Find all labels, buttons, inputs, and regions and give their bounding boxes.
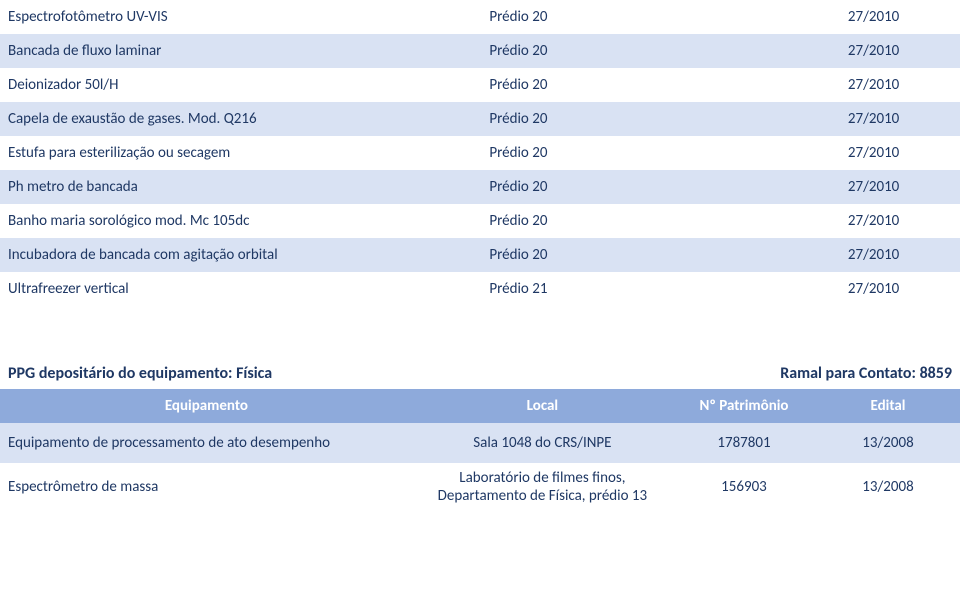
cell-loc: Prédio 20 <box>413 34 624 68</box>
cell-name: Bancada de fluxo laminar <box>0 34 413 68</box>
cell-edital: 27/2010 <box>787 136 960 170</box>
cell-pat <box>624 68 787 102</box>
equipment-table-1: Espectrofotômetro UV-VIS Prédio 20 27/20… <box>0 0 960 306</box>
cell-pat: 156903 <box>672 463 816 511</box>
table-row: Equipamento de processamento de ato dese… <box>0 423 960 463</box>
cell-pat <box>624 170 787 204</box>
cell-edital: 27/2010 <box>787 170 960 204</box>
cell-edital: 27/2010 <box>787 272 960 306</box>
cell-name: Incubadora de bancada com agitação orbit… <box>0 238 413 272</box>
cell-edital: 27/2010 <box>787 68 960 102</box>
cell-name: Estufa para esterilização ou secagem <box>0 136 413 170</box>
table-row: Banho maria sorológico mod. Mc 105dc Pré… <box>0 204 960 238</box>
cell-pat <box>624 0 787 34</box>
section-title-right: Ramal para Contato: 8859 <box>780 364 952 383</box>
cell-loc: Prédio 20 <box>413 238 624 272</box>
cell-loc: Prédio 20 <box>413 68 624 102</box>
table-row: Incubadora de bancada com agitação orbit… <box>0 238 960 272</box>
cell-pat <box>624 238 787 272</box>
cell-edital: 27/2010 <box>787 204 960 238</box>
table-row: Ph metro de bancada Prédio 20 27/2010 <box>0 170 960 204</box>
cell-edital: 27/2010 <box>787 0 960 34</box>
col-header-edital: Edital <box>816 389 960 423</box>
cell-edital: 27/2010 <box>787 102 960 136</box>
cell-name: Espectrofotômetro UV-VIS <box>0 0 413 34</box>
cell-name: Equipamento de processamento de ato dese… <box>0 423 413 463</box>
section-header: PPG depositário do equipamento: Física R… <box>0 356 960 389</box>
cell-name: Banho maria sorológico mod. Mc 105dc <box>0 204 413 238</box>
cell-loc: Laboratório de filmes finos, Departament… <box>413 463 672 511</box>
cell-loc: Prédio 20 <box>413 0 624 34</box>
cell-name: Deionizador 50l/H <box>0 68 413 102</box>
cell-name: Espectrômetro de massa <box>0 463 413 511</box>
cell-name: Capela de exaustão de gases. Mod. Q216 <box>0 102 413 136</box>
cell-name: Ph metro de bancada <box>0 170 413 204</box>
col-header-local: Local <box>413 389 672 423</box>
section-fisica: PPG depositário do equipamento: Física R… <box>0 356 960 511</box>
table-row: Bancada de fluxo laminar Prédio 20 27/20… <box>0 34 960 68</box>
cell-pat <box>624 34 787 68</box>
cell-edital: 13/2008 <box>816 423 960 463</box>
cell-name: Ultrafreezer vertical <box>0 272 413 306</box>
table-row: Ultrafreezer vertical Prédio 21 27/2010 <box>0 272 960 306</box>
table-row: Espectrofotômetro UV-VIS Prédio 20 27/20… <box>0 0 960 34</box>
table-row: Espectrômetro de massa Laboratório de fi… <box>0 463 960 511</box>
cell-edital: 27/2010 <box>787 238 960 272</box>
cell-pat <box>624 204 787 238</box>
cell-edital: 27/2010 <box>787 34 960 68</box>
cell-loc: Prédio 20 <box>413 136 624 170</box>
table-row: Estufa para esterilização ou secagem Pré… <box>0 136 960 170</box>
cell-loc: Prédio 20 <box>413 102 624 136</box>
cell-pat <box>624 136 787 170</box>
cell-loc: Sala 1048 do CRS/INPE <box>413 423 672 463</box>
col-header-equip: Equipamento <box>0 389 413 423</box>
cell-edital: 13/2008 <box>816 463 960 511</box>
col-header-pat: Nº Patrimônio <box>672 389 816 423</box>
equipment-table-2: Equipamento Local Nº Patrimônio Edital E… <box>0 389 960 511</box>
cell-loc: Prédio 20 <box>413 170 624 204</box>
cell-loc: Prédio 20 <box>413 204 624 238</box>
section-title-left: PPG depositário do equipamento: Física <box>8 364 780 383</box>
cell-pat <box>624 102 787 136</box>
table-row: Deionizador 50l/H Prédio 20 27/2010 <box>0 68 960 102</box>
cell-pat <box>624 272 787 306</box>
table-header-row: Equipamento Local Nº Patrimônio Edital <box>0 389 960 423</box>
table-row: Capela de exaustão de gases. Mod. Q216 P… <box>0 102 960 136</box>
cell-loc: Prédio 21 <box>413 272 624 306</box>
cell-pat: 1787801 <box>672 423 816 463</box>
